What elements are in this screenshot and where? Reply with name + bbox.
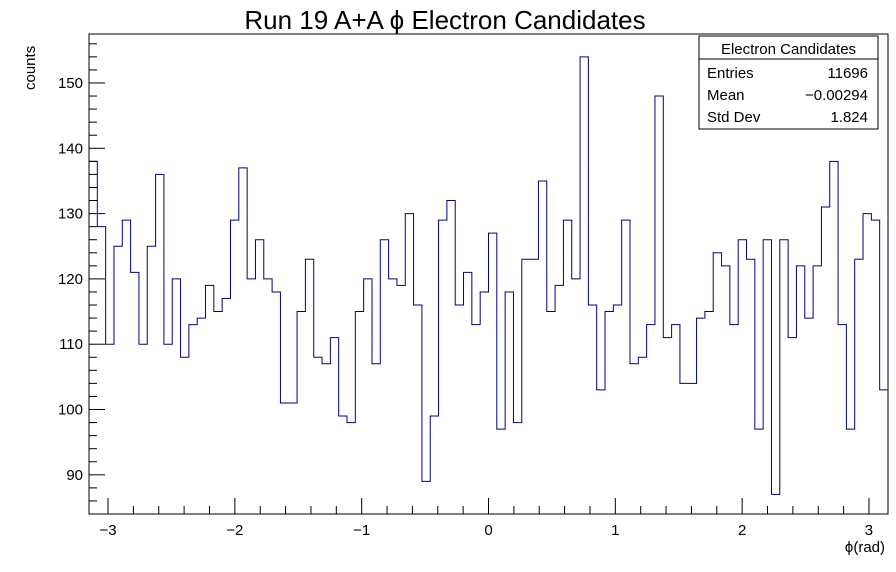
stats-stddev-label: Std Dev <box>707 109 761 126</box>
y-axis-label: counts <box>22 46 39 90</box>
y-tick-label: 100 <box>58 402 83 419</box>
y-tick-label: 130 <box>58 206 83 223</box>
x-axis: −3 −2 −1 0 1 2 3 <box>99 498 873 539</box>
chart-title: Run 19 A+A ϕ Electron Candidates <box>244 5 645 35</box>
y-tick-label: 110 <box>59 336 83 353</box>
x-tick-label: −3 <box>99 522 116 539</box>
x-tick-label: −1 <box>353 522 370 539</box>
y-tick-label: 90 <box>66 467 83 484</box>
y-tick-label: 140 <box>58 140 83 157</box>
y-tick-label: 150 <box>58 75 83 92</box>
stats-entries-label: Entries <box>707 65 754 82</box>
x-tick-label: 0 <box>484 522 492 539</box>
x-tick-label: −2 <box>226 522 243 539</box>
stats-box-frame <box>698 35 879 130</box>
stats-box-title: Electron Candidates <box>721 41 856 58</box>
stats-box: Electron Candidates Entries 11696 Mean −… <box>698 35 879 130</box>
stats-mean-value: −0.00294 <box>805 87 868 104</box>
y-tick-label: 120 <box>58 271 83 288</box>
stats-entries-value: 11696 <box>827 65 868 82</box>
stats-stddev-value: 1.824 <box>830 109 868 126</box>
x-tick-label: 2 <box>738 522 746 539</box>
stats-mean-label: Mean <box>707 87 745 104</box>
x-tick-label: 3 <box>865 522 873 539</box>
histogram-line <box>89 56 888 495</box>
y-axis: 90 100 110 120 130 140 150 <box>58 43 105 502</box>
x-tick-label: 1 <box>611 522 619 539</box>
x-axis-label: ϕ(rad) <box>845 539 885 556</box>
